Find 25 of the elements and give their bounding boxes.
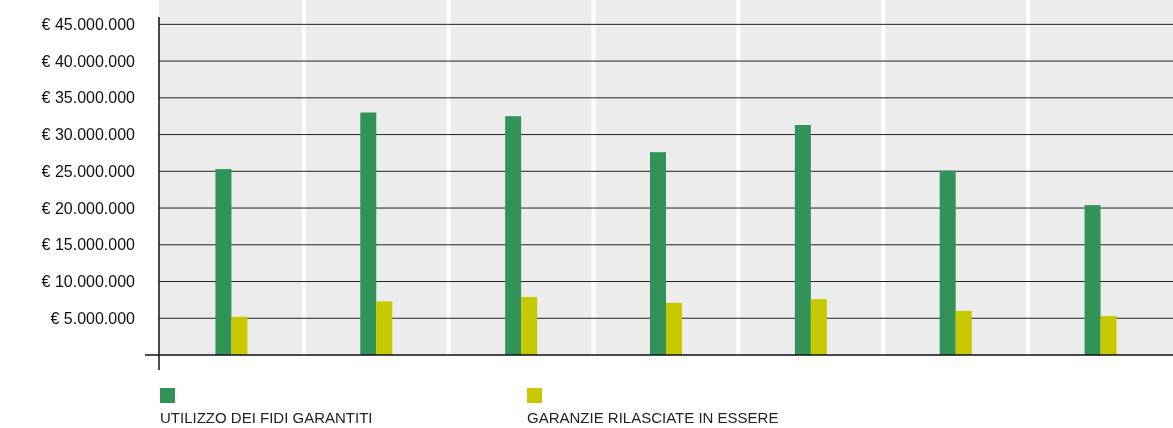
bar — [666, 302, 682, 355]
legend-label: GARANZIE RILASCIATE IN ESSERE — [527, 409, 779, 426]
y-tick-label: € 45.000.000 — [41, 15, 136, 33]
bar — [955, 310, 972, 355]
y-tick-label: € 35.000.000 — [41, 89, 136, 107]
y-tick-label: € 5.000.000 — [50, 309, 136, 327]
bar — [521, 296, 538, 355]
bar — [1100, 316, 1117, 355]
y-tick-label: € 40.000.000 — [41, 52, 136, 70]
y-tick-label: € 20.000.000 — [41, 199, 136, 217]
bar — [376, 301, 393, 355]
legend-label: UTILIZZO DEI FIDI GARANTITI — [160, 409, 373, 426]
bar — [231, 316, 248, 355]
bar — [360, 112, 377, 355]
y-tick-label: € 30.000.000 — [41, 126, 136, 144]
bar — [794, 125, 811, 355]
bar — [810, 299, 827, 355]
bar — [1084, 205, 1101, 355]
bar — [650, 152, 666, 355]
y-tick-label: € 15.000.000 — [41, 236, 136, 254]
y-tick-label: € 25.000.000 — [41, 162, 136, 180]
bar — [939, 170, 956, 355]
bar — [215, 169, 232, 355]
bar — [505, 116, 522, 355]
y-tick-label: € 10.000.000 — [41, 273, 136, 291]
